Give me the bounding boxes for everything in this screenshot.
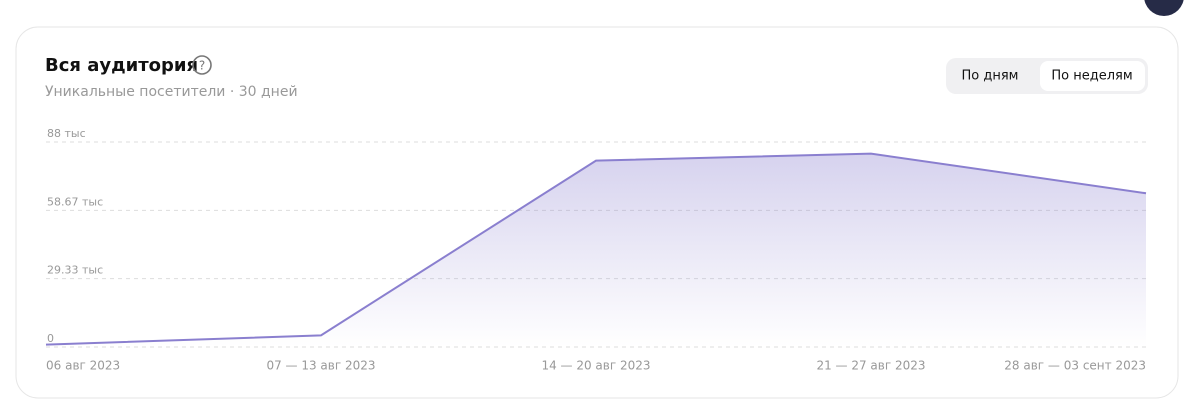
chart-title: Вся аудитория: [45, 55, 198, 76]
x-tick-label: 28 авг — 03 сент 2023: [1004, 359, 1146, 373]
y-tick-label: 29.33 тыс: [47, 264, 103, 277]
line: [45, 152, 1147, 346]
x-tick-label: 14 — 20 авг 2023: [541, 359, 650, 373]
y-tick-label: 88 тыс: [47, 127, 86, 140]
x-tick-label: 07 — 13 авг 2023: [266, 359, 375, 373]
help-icon[interactable]: ?: [192, 55, 212, 75]
svg-text:?: ?: [199, 59, 205, 73]
y-tick-label: 58.67 тыс: [47, 195, 103, 208]
toggle-button[interactable]: По неделям: [1051, 69, 1132, 84]
avatar[interactable]: [1144, 0, 1184, 16]
x-tick-label: 21 — 27 авг 2023: [816, 359, 925, 373]
y-tick-label: 0: [47, 332, 54, 345]
toggle-button[interactable]: По дням: [962, 69, 1019, 84]
x-tick-label: 06 авг 2023: [46, 359, 120, 373]
toggle-selected: [1040, 61, 1145, 91]
area: [46, 153, 1146, 347]
chart-subtitle: Уникальные посетители · 30 дней: [45, 84, 298, 100]
